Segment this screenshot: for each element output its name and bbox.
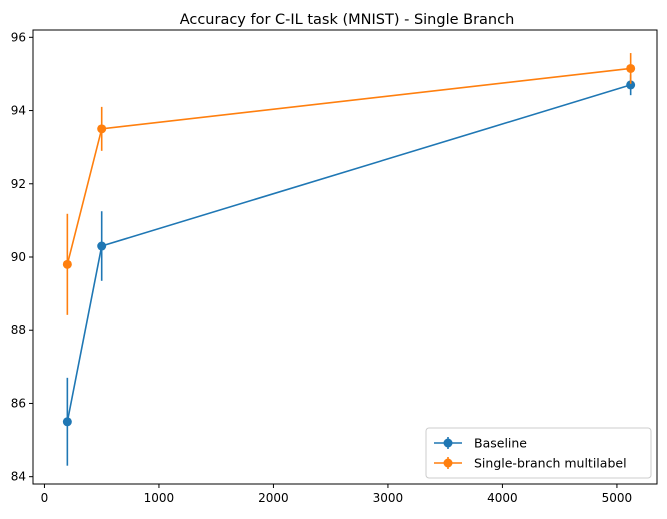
y-tick-label: 88 xyxy=(11,323,26,337)
chart-title: Accuracy for C-IL task (MNIST) - Single … xyxy=(180,12,515,28)
series-1 xyxy=(62,74,636,466)
y-tick-label: 92 xyxy=(11,177,26,191)
legend-swatch-marker xyxy=(443,438,453,448)
x-tick-label: 4000 xyxy=(487,491,518,505)
data-point xyxy=(62,259,72,269)
data-point xyxy=(97,241,107,251)
x-tick-label: 2000 xyxy=(258,491,289,505)
series-2 xyxy=(62,53,636,315)
y-tick-label: 86 xyxy=(11,396,26,410)
data-point xyxy=(97,124,107,134)
data-point xyxy=(626,63,636,73)
data-point xyxy=(626,80,636,90)
x-tick-label: 3000 xyxy=(373,491,404,505)
y-axis: 84 86 88 90 92 94 96 xyxy=(11,30,33,484)
legend-label: Single-branch multilabel xyxy=(474,456,627,471)
legend-swatch-marker xyxy=(443,458,453,468)
x-axis: 0 1000 2000 3000 4000 5000 xyxy=(41,484,633,505)
data-point xyxy=(62,417,72,427)
y-tick-label: 94 xyxy=(11,104,26,118)
x-tick-label: 1000 xyxy=(144,491,175,505)
legend-label: Baseline xyxy=(474,436,527,451)
plot-area xyxy=(62,53,636,466)
y-tick-label: 90 xyxy=(11,250,26,264)
x-tick-label: 5000 xyxy=(602,491,633,505)
legend-frame xyxy=(425,427,652,479)
legend: Baseline Single-branch multilabel xyxy=(425,427,652,479)
y-tick-label: 84 xyxy=(11,470,26,484)
x-tick-label: 0 xyxy=(41,491,49,505)
y-tick-label: 96 xyxy=(11,30,26,44)
